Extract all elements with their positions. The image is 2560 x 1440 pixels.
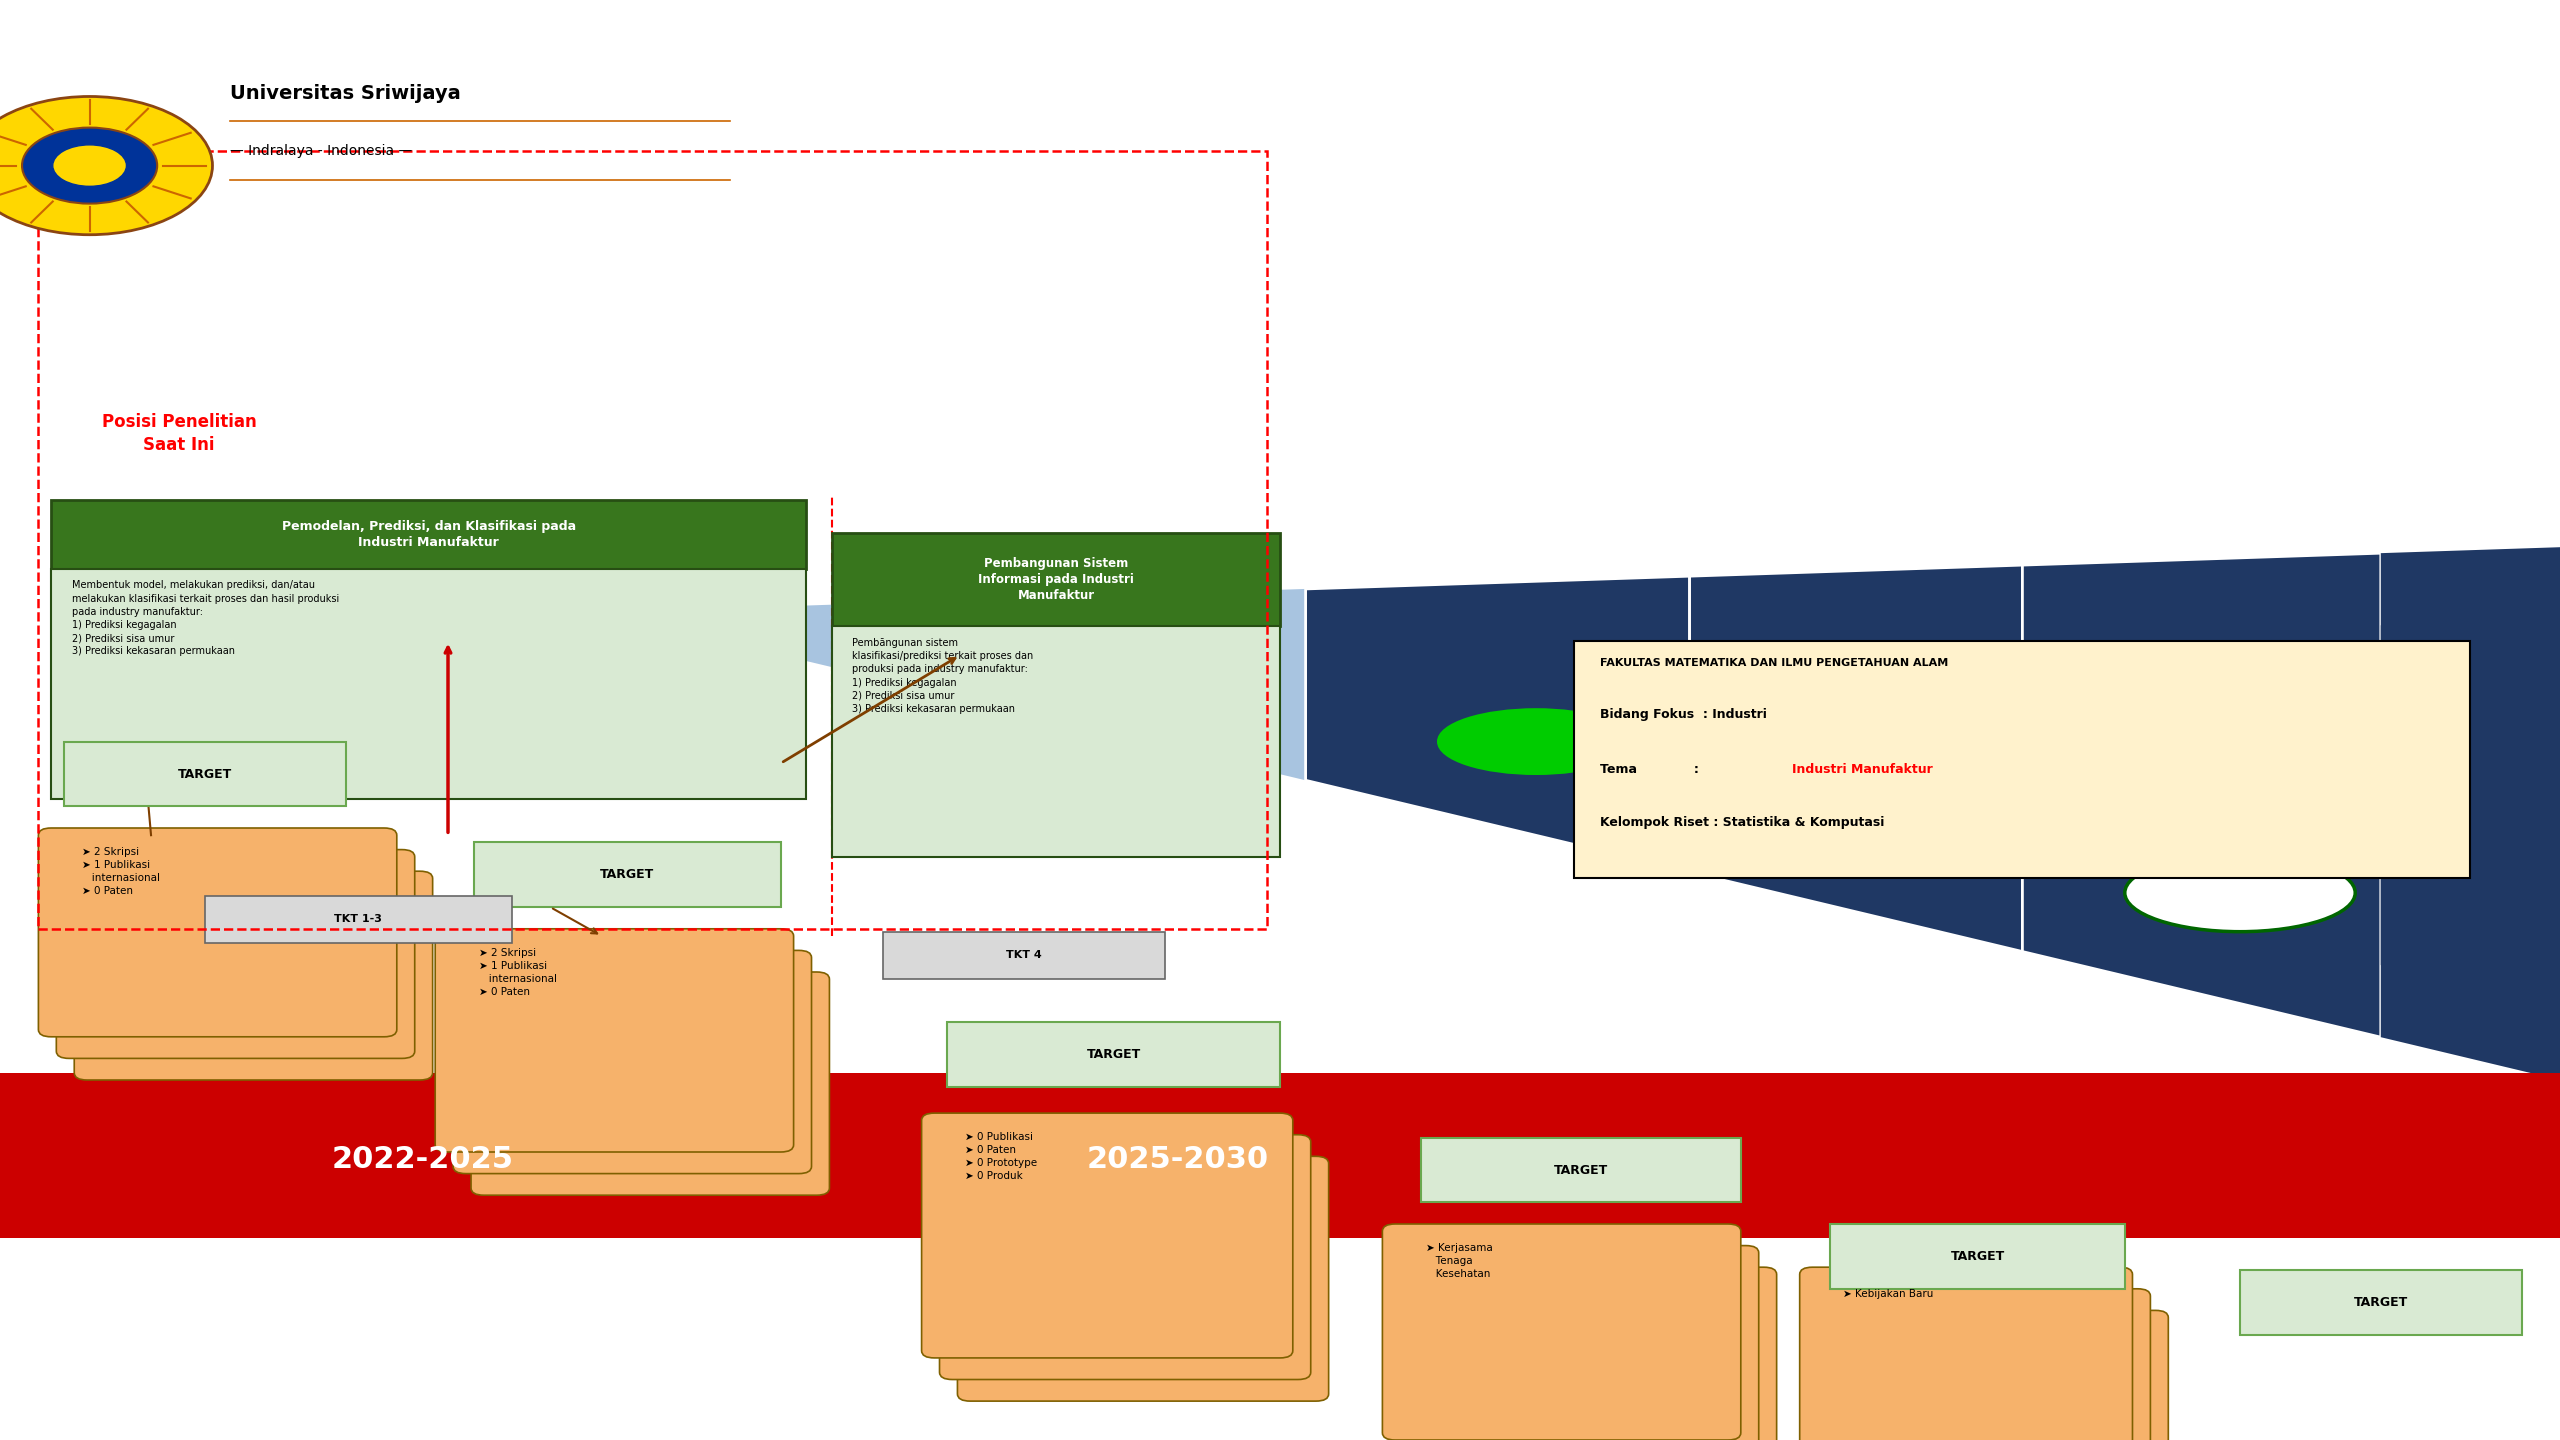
Text: Pemodelan, Prediksi, dan Klasifikasi pada
Industri Manufaktur: Pemodelan, Prediksi, dan Klasifikasi pad… — [282, 520, 576, 549]
FancyBboxPatch shape — [0, 1073, 2560, 1238]
FancyBboxPatch shape — [453, 950, 812, 1174]
Ellipse shape — [2125, 854, 2355, 932]
Ellipse shape — [1439, 710, 1633, 773]
FancyBboxPatch shape — [922, 1113, 1293, 1358]
Text: TARGET: TARGET — [2353, 1296, 2409, 1309]
FancyBboxPatch shape — [1418, 1267, 1777, 1440]
FancyBboxPatch shape — [435, 929, 794, 1152]
FancyBboxPatch shape — [1574, 641, 2470, 878]
Text: Industri Manufaktur: Industri Manufaktur — [1792, 763, 1933, 776]
Polygon shape — [2381, 547, 2560, 1080]
Text: 2025-2030: 2025-2030 — [1085, 1145, 1270, 1174]
FancyBboxPatch shape — [1382, 1224, 1741, 1440]
Polygon shape — [1690, 564, 2022, 952]
Text: TKT 4: TKT 4 — [1006, 950, 1042, 959]
Text: ➤ Kebijakan Baru: ➤ Kebijakan Baru — [1843, 1289, 1933, 1299]
Text: TARGET: TARGET — [1554, 1164, 1608, 1176]
FancyBboxPatch shape — [940, 1135, 1311, 1380]
FancyBboxPatch shape — [56, 850, 415, 1058]
Polygon shape — [179, 511, 1306, 780]
Text: TARGET: TARGET — [1085, 1048, 1142, 1061]
Text: Bidang Fokus  : Industri: Bidang Fokus : Industri — [1600, 708, 1766, 721]
Text: TKT 1-3: TKT 1-3 — [335, 914, 381, 923]
FancyBboxPatch shape — [64, 742, 346, 806]
Text: Pembangunan Sistem
Informasi pada Industri
Manufaktur: Pembangunan Sistem Informasi pada Indust… — [978, 557, 1134, 602]
Text: ➤ Kerjasama
   Tenaga
   Kesehatan: ➤ Kerjasama Tenaga Kesehatan — [1426, 1243, 1492, 1279]
FancyBboxPatch shape — [51, 500, 806, 569]
Text: 2022-2025: 2022-2025 — [330, 1145, 515, 1174]
Ellipse shape — [1774, 778, 1989, 850]
FancyBboxPatch shape — [1400, 1246, 1759, 1440]
FancyBboxPatch shape — [957, 1156, 1329, 1401]
Polygon shape — [2022, 553, 2381, 1037]
FancyBboxPatch shape — [2240, 1270, 2522, 1335]
Text: — Indralaya - Indonesia —: — Indralaya - Indonesia — — [230, 144, 412, 158]
Text: Kelompok Riset : Statistika & Komputasi: Kelompok Riset : Statistika & Komputasi — [1600, 816, 1884, 829]
Text: TARGET: TARGET — [1951, 1250, 2004, 1263]
Text: FAKULTAS MATEMATIKA DAN ILMU PENGETAHUAN ALAM: FAKULTAS MATEMATIKA DAN ILMU PENGETAHUAN… — [1600, 658, 1948, 668]
FancyBboxPatch shape — [1830, 1224, 2125, 1289]
Text: ➤ 2 Skripsi
➤ 1 Publikasi
   internasional
➤ 0 Paten: ➤ 2 Skripsi ➤ 1 Publikasi internasional … — [479, 948, 556, 996]
FancyBboxPatch shape — [832, 533, 1280, 626]
Circle shape — [54, 145, 125, 186]
Circle shape — [0, 96, 212, 235]
FancyBboxPatch shape — [474, 842, 781, 907]
FancyBboxPatch shape — [205, 896, 512, 943]
Polygon shape — [1306, 576, 1690, 873]
Ellipse shape — [986, 644, 1139, 696]
Text: ➤ 2 Skripsi
➤ 1 Publikasi
   internasional
➤ 0 Paten: ➤ 2 Skripsi ➤ 1 Publikasi internasional … — [82, 847, 159, 896]
FancyBboxPatch shape — [471, 972, 829, 1195]
Ellipse shape — [422, 547, 602, 605]
Text: Universitas Sriwijaya: Universitas Sriwijaya — [230, 84, 461, 104]
FancyBboxPatch shape — [51, 569, 806, 799]
Polygon shape — [2381, 553, 2560, 1037]
FancyBboxPatch shape — [947, 1022, 1280, 1087]
FancyBboxPatch shape — [74, 871, 433, 1080]
FancyBboxPatch shape — [1836, 1310, 2168, 1440]
Text: Tema             :: Tema : — [1600, 763, 1702, 776]
FancyBboxPatch shape — [883, 932, 1165, 979]
FancyBboxPatch shape — [1818, 1289, 2150, 1440]
FancyBboxPatch shape — [1421, 1138, 1741, 1202]
FancyBboxPatch shape — [1800, 1267, 2132, 1440]
Bar — [38, 151, 1267, 929]
Text: TARGET: TARGET — [177, 768, 233, 780]
FancyBboxPatch shape — [832, 626, 1280, 857]
Circle shape — [23, 128, 156, 203]
FancyBboxPatch shape — [38, 828, 397, 1037]
Text: Pembāngunan sistem
klasifikasi/prediksi terkait proses dan
produksi pada industr: Pembāngunan sistem klasifikasi/prediksi … — [852, 638, 1034, 714]
Text: TARGET: TARGET — [599, 868, 655, 881]
Text: Posisi Penelitian
Saat Ini: Posisi Penelitian Saat Ini — [102, 413, 256, 454]
Text: ➤ 0 Publikasi
➤ 0 Paten
➤ 0 Prototype
➤ 0 Produk: ➤ 0 Publikasi ➤ 0 Paten ➤ 0 Prototype ➤ … — [965, 1132, 1037, 1181]
Text: Membentuk model, melakukan prediksi, dan/atau
melakukan klasifikasi terkait pros: Membentuk model, melakukan prediksi, dan… — [72, 580, 338, 657]
